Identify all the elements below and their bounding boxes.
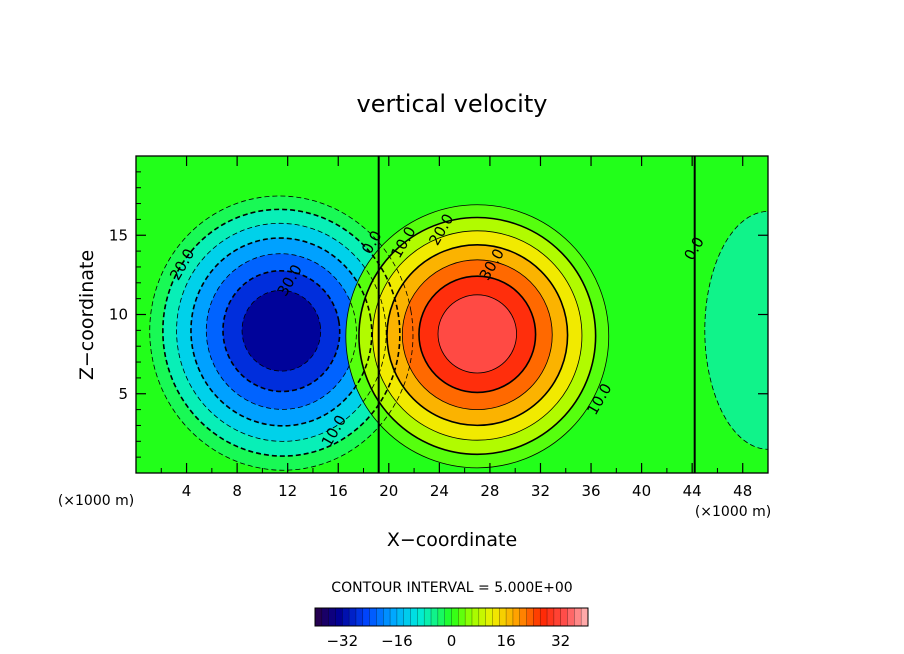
x-tick-label: 16 xyxy=(329,482,348,500)
x-tick-label: 32 xyxy=(531,482,550,500)
colorbar-tick-label: 16 xyxy=(497,632,516,650)
colorbar-swatch xyxy=(526,608,534,626)
x-tick-label: 44 xyxy=(683,482,702,500)
colorbar-swatch xyxy=(362,608,370,626)
colorbar-tick-label: −32 xyxy=(326,632,358,650)
updraft-contour-line xyxy=(437,294,517,374)
colorbar-swatch xyxy=(560,608,568,626)
colorbar-swatch xyxy=(355,608,364,626)
colorbar-swatch xyxy=(458,608,466,626)
colorbar-tick-label: −16 xyxy=(381,632,413,650)
y-unit-label: (×1000 m) xyxy=(58,493,134,509)
colorbar-swatch xyxy=(451,608,459,626)
colorbar-swatch xyxy=(410,608,418,626)
colorbar-swatch xyxy=(553,608,561,626)
y-axis-label: Z−coordinate xyxy=(76,250,98,380)
updraft-contour-line xyxy=(386,244,569,427)
x-tick-label: 40 xyxy=(632,482,651,500)
downdraft-contour-line xyxy=(176,222,387,442)
colorbar-swatch xyxy=(567,608,575,626)
colorbar-swatch xyxy=(533,608,541,626)
colorbar-swatch xyxy=(403,608,411,626)
updraft-contour-line xyxy=(372,230,583,441)
colorbar-frame xyxy=(314,607,589,627)
plot-area: 20.0 30.010.00.0 10.0 20.030.010.00.0 4 8 12 1… xyxy=(109,155,769,500)
x-tick-label: 12 xyxy=(278,482,297,500)
chart-title: vertical velocity xyxy=(357,90,548,118)
colorbar-swatch xyxy=(328,608,336,626)
updraft-contour-line xyxy=(358,216,597,456)
downdraft-contour-line xyxy=(241,289,322,372)
colorbar-tick-label: 0 xyxy=(447,632,457,650)
field-fill xyxy=(149,196,768,471)
x-axis-label: X−coordinate xyxy=(387,529,517,551)
colorbar-swatch xyxy=(437,608,445,626)
colorbar-swatch xyxy=(335,608,343,626)
x-tick-label: 28 xyxy=(480,482,499,500)
colorbar-swatch xyxy=(574,608,582,626)
x-tick-label: 36 xyxy=(581,482,600,500)
updraft-contour-line xyxy=(401,259,553,411)
updraft-contour-line xyxy=(418,275,537,394)
y-tick-label: 10 xyxy=(109,306,128,324)
colorbar-swatch xyxy=(581,608,589,626)
colorbar-swatch xyxy=(444,608,452,626)
colorbar-swatch xyxy=(390,608,398,626)
colorbar-swatch xyxy=(471,608,480,626)
y-tick-label: 5 xyxy=(118,385,128,403)
downdraft-contour-line xyxy=(149,195,414,471)
colorbar-swatch xyxy=(506,608,514,626)
colorbar-swatch xyxy=(499,608,507,626)
colorbar-swatch xyxy=(321,608,329,626)
downdraft-fill-band xyxy=(242,290,321,372)
x-tick-label: 48 xyxy=(733,482,752,500)
x-tick-label: 8 xyxy=(232,482,242,500)
colorbar-swatch xyxy=(376,608,384,626)
colorbar-swatch xyxy=(547,608,555,626)
colorbar-swatch xyxy=(369,608,377,626)
updraft-contour-line xyxy=(345,204,610,469)
colorbar-swatch xyxy=(512,608,521,626)
colorbar-swatch xyxy=(315,608,323,626)
updraft-fill-band xyxy=(438,294,517,374)
colorbar-swatch xyxy=(342,608,350,626)
colorbar-swatch xyxy=(492,608,500,626)
colorbar-swatch xyxy=(396,608,405,626)
y-tick-label: 15 xyxy=(109,226,128,244)
downdraft-contour-line xyxy=(222,269,341,393)
x-tick-label: 24 xyxy=(430,482,449,500)
downdraft-contour-line xyxy=(190,237,373,427)
colorbar-swatch xyxy=(431,608,439,626)
colorbar-swatch xyxy=(383,608,391,626)
colorbar-swatch xyxy=(424,608,432,626)
colorbar: −32 −16 0 16 32 xyxy=(314,607,589,650)
colorbar-swatch xyxy=(349,608,357,626)
colorbar-swatch xyxy=(465,608,473,626)
colorbar-swatch xyxy=(540,608,548,626)
x-tick-label: 20 xyxy=(379,482,398,500)
x-unit-label: (×1000 m) xyxy=(695,504,771,520)
x-tick-label: 4 xyxy=(182,482,192,500)
colorbar-tick-label: 32 xyxy=(551,632,570,650)
edge-downdraft-fill xyxy=(704,211,768,450)
colorbar-swatch xyxy=(478,608,486,626)
colorbar-swatch xyxy=(417,608,425,626)
colorbar-swatch xyxy=(485,608,493,626)
colorbar-swatch xyxy=(519,608,527,626)
contour-interval-text: CONTOUR INTERVAL = 5.000E+00 xyxy=(331,580,572,596)
